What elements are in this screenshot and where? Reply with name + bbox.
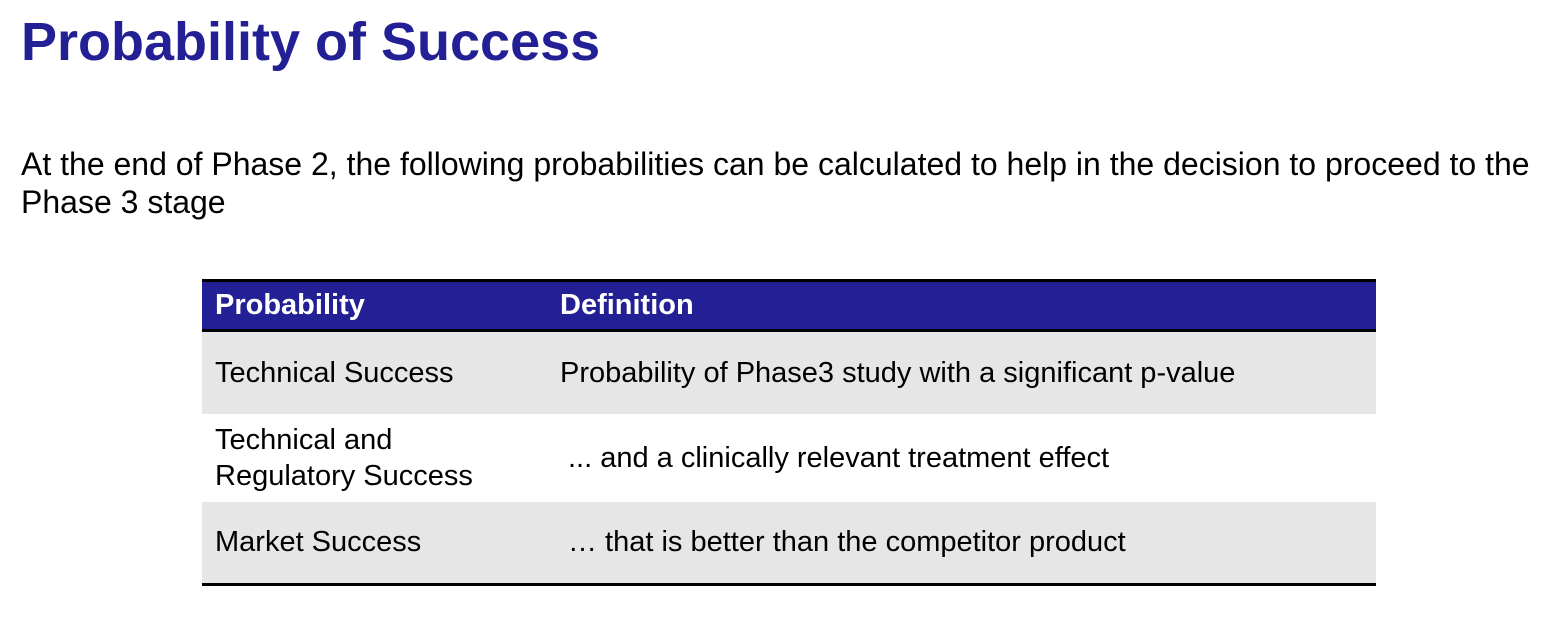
probability-text: Technical and Regulatory Success [215,423,473,492]
table-header-row: Probability Definition [202,280,1376,331]
header-definition: Definition [560,289,694,321]
header-probability: Probability [215,289,365,321]
probability-cell: Technical Success [215,356,454,389]
definition-cell: ... and a clinically relevant treatment … [568,441,1110,474]
intro-paragraph: At the end of Phase 2, the following pro… [21,146,1530,220]
table-row: Market Success … that is better than the… [202,501,1376,585]
probability-table: Probability Definition Technical Success… [202,279,1376,586]
probability-cell: Technical and Regulatory Success [202,414,547,502]
slide-title: Probability of Success [21,12,601,72]
definition-cell: … that is better than the competitor pro… [568,526,1126,559]
table-row: Technical Success Probability of Phase3 … [202,330,1376,414]
probability-cell: Market Success [215,526,422,559]
definition-cell: Probability of Phase3 study with a signi… [560,356,1236,389]
table-row: Technical and Regulatory Success ... and… [202,413,1376,502]
